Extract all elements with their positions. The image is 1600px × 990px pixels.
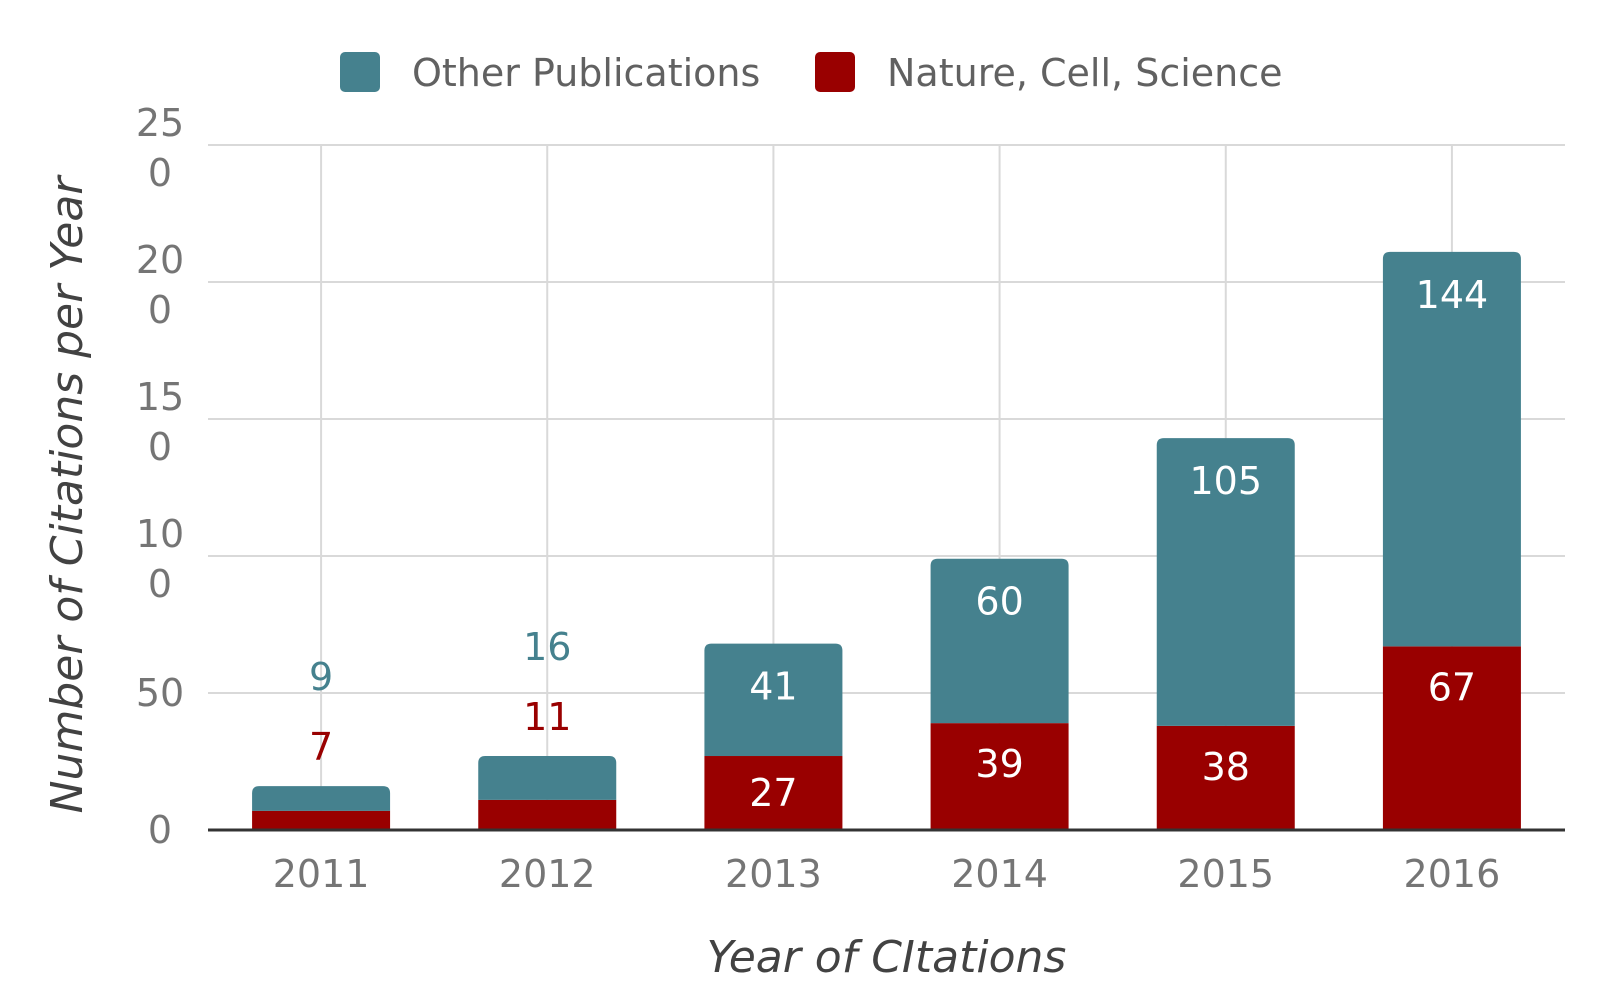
- data-label-other-publications: 41: [749, 665, 797, 709]
- x-tick-label: 2011: [273, 852, 370, 896]
- x-tick-label: 2013: [725, 852, 822, 896]
- y-tick-label: 0: [148, 808, 172, 852]
- x-tick-label: 2016: [1404, 852, 1501, 896]
- bar-segment-other-publications: [252, 786, 391, 811]
- bar-segment-other-publications: [1382, 251, 1521, 647]
- bar-segment-other-publications: [478, 756, 617, 800]
- x-tick-label: 2014: [951, 852, 1048, 896]
- data-label-other-publications: 60: [975, 580, 1023, 624]
- x-tick-label: 2012: [499, 852, 596, 896]
- bar-segment-nature-cell-science: [252, 810, 391, 830]
- bar-segment-other-publications: [1156, 438, 1295, 726]
- legend-swatch: [340, 52, 380, 92]
- x-axis-ticks: 2011 2012 2013 2014 2015 2016: [273, 852, 1501, 896]
- bar-segment-nature-cell-science: [704, 756, 843, 830]
- y-axis-ticks: 0 50 10 0 15 0 20 0 25 0: [136, 101, 184, 852]
- data-label-nature-cell-science: 67: [1428, 665, 1476, 709]
- y-tick-label: 50: [136, 671, 184, 715]
- y-tick-label: 10 0: [136, 512, 184, 606]
- bar-segment-nature-cell-science: [478, 799, 617, 830]
- data-label-nature-cell-science: 11: [523, 695, 571, 739]
- bar-labels: 7 9 11 16 27 41 39 60 38 105 67 144: [309, 273, 1488, 815]
- bar-segment-nature-cell-science: [1382, 646, 1521, 830]
- bar-segment-other-publications: [930, 558, 1069, 724]
- bars: [252, 251, 1521, 830]
- data-label-nature-cell-science: 38: [1202, 745, 1250, 789]
- x-tick-label: 2015: [1177, 852, 1274, 896]
- legend: Other Publications Nature, Cell, Science: [340, 51, 1283, 95]
- y-tick-label: 25 0: [136, 101, 184, 195]
- bar-segment-other-publications: [704, 643, 843, 757]
- bar-segment-nature-cell-science: [930, 723, 1069, 830]
- y-axis-title: Number of Citations per Year: [42, 174, 93, 814]
- data-label-nature-cell-science: 7: [309, 725, 333, 769]
- legend-label: Other Publications: [412, 51, 760, 95]
- data-label-nature-cell-science: 39: [975, 742, 1023, 786]
- data-label-other-publications: 144: [1416, 273, 1489, 317]
- y-tick-label: 20 0: [136, 238, 184, 332]
- bar-segment-nature-cell-science: [1156, 725, 1295, 830]
- data-label-other-publications: 16: [523, 625, 571, 669]
- data-label-other-publications: 105: [1189, 459, 1262, 503]
- data-label-nature-cell-science: 27: [749, 771, 797, 815]
- data-label-other-publications: 9: [309, 655, 333, 699]
- legend-label: Nature, Cell, Science: [887, 51, 1283, 95]
- y-tick-label: 15 0: [136, 375, 184, 469]
- gridlines: [208, 144, 1565, 830]
- legend-swatch: [815, 52, 855, 92]
- x-axis-title: Year of CItations: [707, 932, 1067, 983]
